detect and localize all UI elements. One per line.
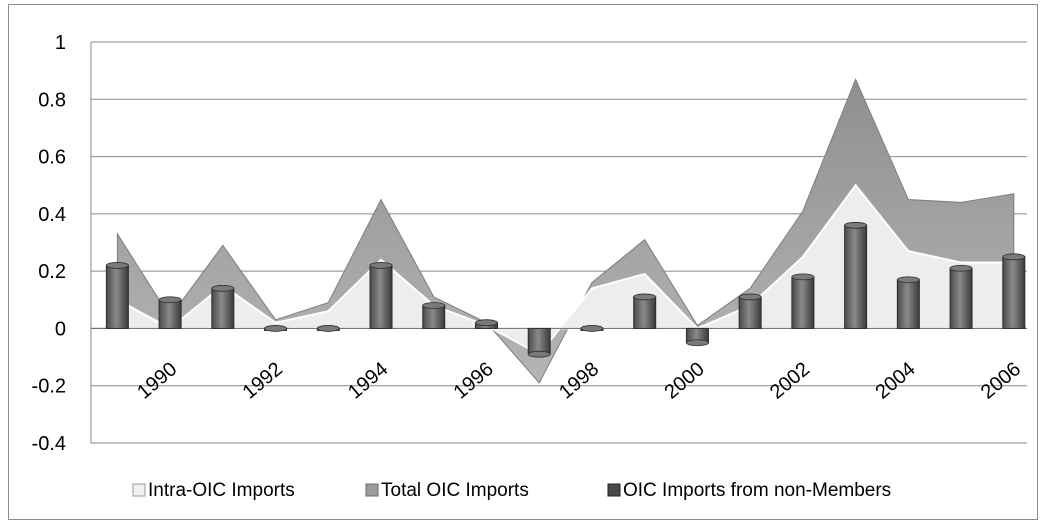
x-tick-label: 1998 [555, 358, 603, 403]
bar-cap [686, 339, 709, 347]
x-axis: 1990 1992 1994 1996 1998 2000 2002 2004 2006 [133, 358, 1025, 403]
bar [949, 267, 973, 329]
bar [896, 279, 920, 329]
bar [633, 296, 657, 329]
x-tick-label: 1992 [239, 358, 287, 403]
bar [738, 296, 762, 329]
legend-swatch [132, 483, 146, 497]
x-tick-label: 2004 [871, 358, 919, 403]
bar [1002, 256, 1026, 329]
y-tick-label: 0.6 [38, 147, 66, 169]
bar-cap [896, 276, 920, 284]
bar-cap [949, 264, 973, 272]
y-axis: 1 0.8 0.6 0.4 0.2 0 -0.2 -0.4 [32, 32, 92, 455]
bar-cap [633, 293, 657, 301]
x-tick-label: 1996 [450, 358, 498, 403]
bar [158, 299, 182, 329]
legend-swatch [607, 483, 621, 497]
bar-cap [316, 325, 340, 332]
bar-cap [527, 350, 551, 358]
y-tick-label: 0.2 [38, 261, 66, 283]
bar [422, 305, 446, 329]
bar-cap [475, 319, 498, 327]
y-tick-label: -0.4 [32, 433, 66, 455]
plot-areas [91, 77, 1027, 384]
bar-cap [105, 262, 129, 269]
bar-cap [158, 296, 182, 304]
legend-label: Total OIC Imports [381, 480, 529, 501]
bar-cap [369, 262, 393, 269]
bar-cap [738, 293, 762, 301]
bar [844, 224, 868, 329]
x-tick-label: 2006 [977, 358, 1025, 403]
x-tick-label: 1990 [133, 358, 181, 403]
bar [369, 264, 393, 329]
bar-cap [211, 284, 235, 292]
bar-cap [791, 273, 815, 281]
bar-cap [580, 325, 604, 332]
bar-cap [422, 302, 446, 309]
plot-bars [105, 221, 1026, 358]
y-tick-label: 0.4 [38, 204, 66, 226]
y-tick-label: 0.8 [38, 89, 66, 111]
bar [211, 287, 235, 329]
x-tick-label: 2000 [660, 358, 708, 403]
intra-oic-imports-area [116, 183, 1015, 356]
bar-cap [264, 325, 287, 332]
bar-cap [1002, 253, 1026, 261]
y-tick-label: 1 [55, 32, 66, 54]
legend-label: OIC Imports from non-Members [623, 480, 891, 501]
x-tick-label: 1994 [344, 358, 392, 403]
legend-swatch [365, 483, 379, 497]
legend: Intra-OIC Imports Total OIC Imports OIC Im… [132, 480, 891, 501]
bar [105, 264, 129, 329]
bar [527, 327, 551, 355]
bar-cap [844, 221, 868, 229]
y-tick-label: -0.2 [32, 376, 66, 398]
x-tick-label: 2002 [766, 358, 814, 403]
legend-label: Intra-OIC Imports [148, 480, 295, 501]
bar [791, 276, 815, 329]
y-tick-label: 0 [55, 318, 66, 340]
